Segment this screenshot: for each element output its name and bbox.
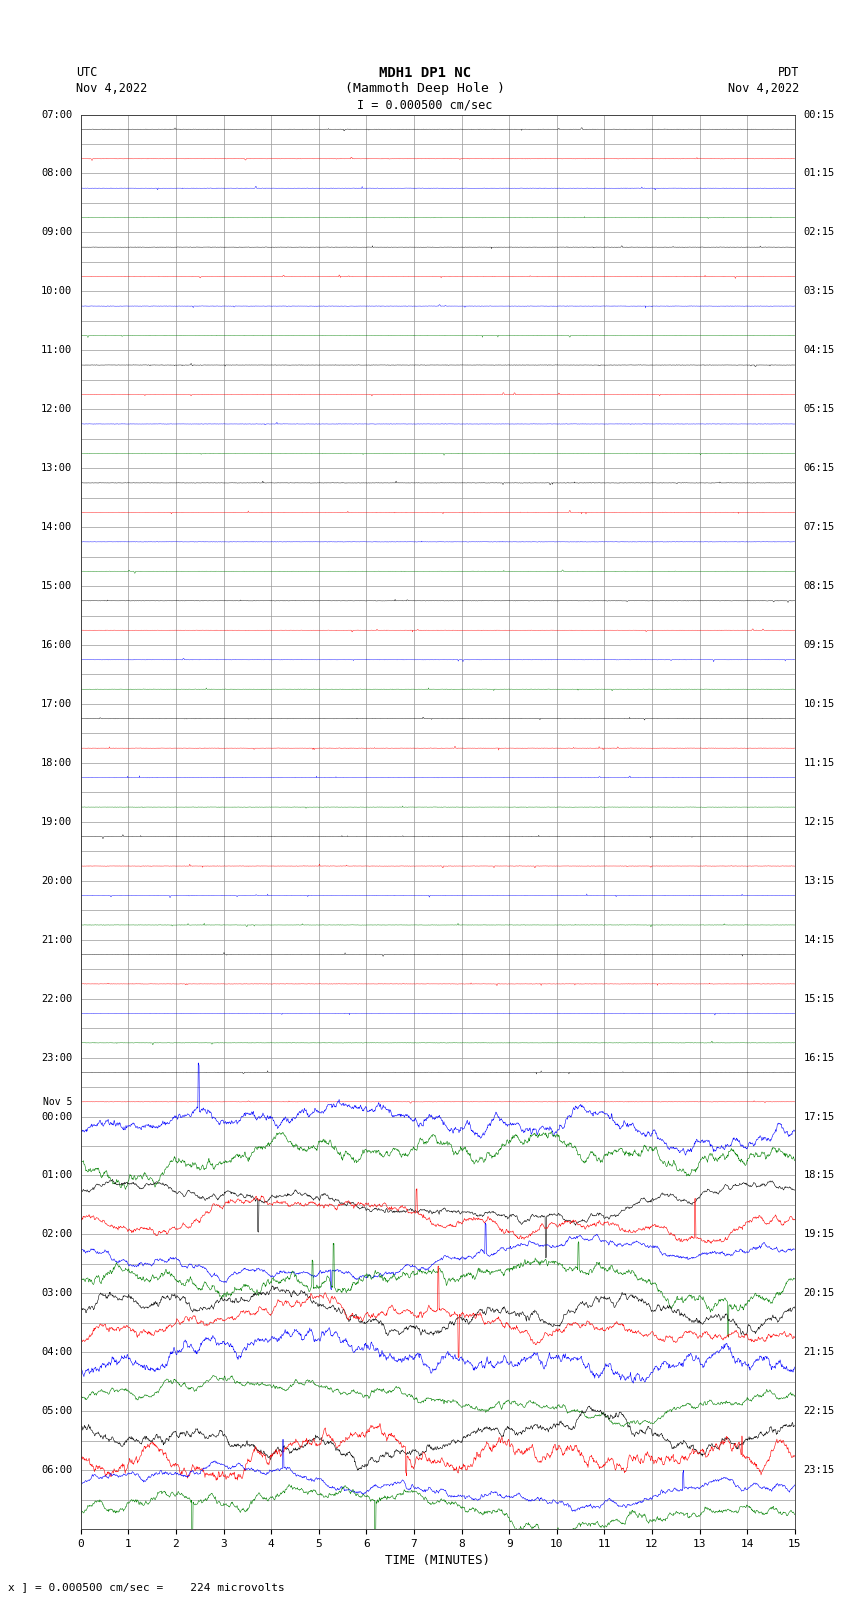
Text: 05:15: 05:15 bbox=[803, 405, 835, 415]
Text: 18:15: 18:15 bbox=[803, 1171, 835, 1181]
Text: 20:00: 20:00 bbox=[41, 876, 72, 886]
Text: 09:00: 09:00 bbox=[41, 227, 72, 237]
Text: 09:15: 09:15 bbox=[803, 640, 835, 650]
Text: 13:00: 13:00 bbox=[41, 463, 72, 473]
Text: 06:00: 06:00 bbox=[41, 1465, 72, 1476]
Text: 15:15: 15:15 bbox=[803, 994, 835, 1003]
X-axis label: TIME (MINUTES): TIME (MINUTES) bbox=[385, 1555, 490, 1568]
Text: 00:00: 00:00 bbox=[41, 1111, 72, 1121]
Text: 22:15: 22:15 bbox=[803, 1407, 835, 1416]
Text: 13:15: 13:15 bbox=[803, 876, 835, 886]
Text: 12:00: 12:00 bbox=[41, 405, 72, 415]
Text: 16:00: 16:00 bbox=[41, 640, 72, 650]
Text: 14:15: 14:15 bbox=[803, 934, 835, 945]
Text: Nov 5: Nov 5 bbox=[42, 1097, 72, 1107]
Text: 10:00: 10:00 bbox=[41, 287, 72, 297]
Text: 17:15: 17:15 bbox=[803, 1111, 835, 1121]
Text: 02:00: 02:00 bbox=[41, 1229, 72, 1239]
Text: 16:15: 16:15 bbox=[803, 1053, 835, 1063]
Text: 03:15: 03:15 bbox=[803, 287, 835, 297]
Text: x ] = 0.000500 cm/sec =    224 microvolts: x ] = 0.000500 cm/sec = 224 microvolts bbox=[8, 1582, 286, 1592]
Text: PDT: PDT bbox=[778, 66, 799, 79]
Text: 14:00: 14:00 bbox=[41, 523, 72, 532]
Text: 20:15: 20:15 bbox=[803, 1289, 835, 1298]
Text: 19:00: 19:00 bbox=[41, 816, 72, 827]
Text: 05:00: 05:00 bbox=[41, 1407, 72, 1416]
Text: 00:15: 00:15 bbox=[803, 110, 835, 119]
Text: 19:15: 19:15 bbox=[803, 1229, 835, 1239]
Text: 23:00: 23:00 bbox=[41, 1053, 72, 1063]
Text: 21:15: 21:15 bbox=[803, 1347, 835, 1357]
Text: Nov 4,2022: Nov 4,2022 bbox=[76, 82, 148, 95]
Text: 12:15: 12:15 bbox=[803, 816, 835, 827]
Text: 04:15: 04:15 bbox=[803, 345, 835, 355]
Text: Nov 4,2022: Nov 4,2022 bbox=[728, 82, 799, 95]
Text: MDH1 DP1 NC: MDH1 DP1 NC bbox=[379, 66, 471, 79]
Text: 07:15: 07:15 bbox=[803, 523, 835, 532]
Text: 22:00: 22:00 bbox=[41, 994, 72, 1003]
Text: 03:00: 03:00 bbox=[41, 1289, 72, 1298]
Text: 11:00: 11:00 bbox=[41, 345, 72, 355]
Text: 08:15: 08:15 bbox=[803, 581, 835, 590]
Text: 08:00: 08:00 bbox=[41, 168, 72, 179]
Text: UTC: UTC bbox=[76, 66, 98, 79]
Text: 17:00: 17:00 bbox=[41, 698, 72, 710]
Text: 01:00: 01:00 bbox=[41, 1171, 72, 1181]
Text: 11:15: 11:15 bbox=[803, 758, 835, 768]
Text: 23:15: 23:15 bbox=[803, 1465, 835, 1476]
Text: 21:00: 21:00 bbox=[41, 934, 72, 945]
Text: (Mammoth Deep Hole ): (Mammoth Deep Hole ) bbox=[345, 82, 505, 95]
Text: 01:15: 01:15 bbox=[803, 168, 835, 179]
Text: 10:15: 10:15 bbox=[803, 698, 835, 710]
Text: 04:00: 04:00 bbox=[41, 1347, 72, 1357]
Text: 06:15: 06:15 bbox=[803, 463, 835, 473]
Text: 07:00: 07:00 bbox=[41, 110, 72, 119]
Text: I = 0.000500 cm/sec: I = 0.000500 cm/sec bbox=[357, 98, 493, 111]
Text: 02:15: 02:15 bbox=[803, 227, 835, 237]
Text: 18:00: 18:00 bbox=[41, 758, 72, 768]
Text: 15:00: 15:00 bbox=[41, 581, 72, 590]
